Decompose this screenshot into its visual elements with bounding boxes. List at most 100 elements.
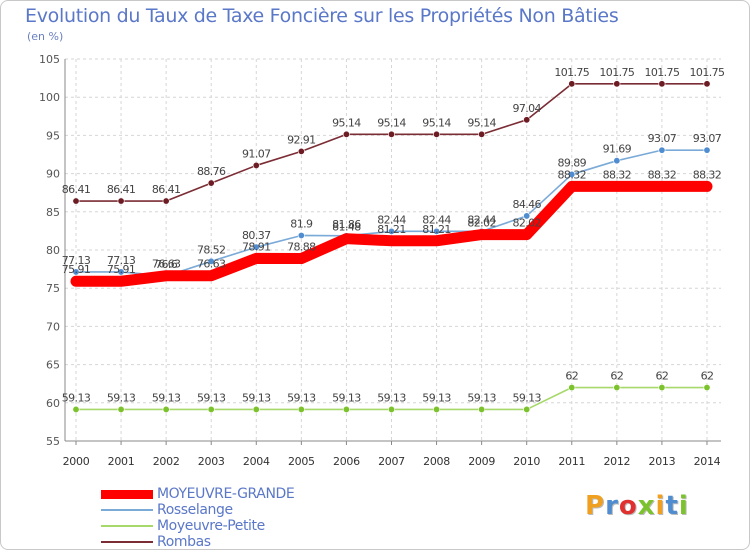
data-label: 95.14: [332, 116, 361, 129]
y-tick-label: 55: [46, 435, 60, 448]
data-label: 59.13: [377, 391, 406, 404]
data-point: [252, 243, 260, 251]
data-label: 101.75: [644, 66, 679, 79]
data-point: [73, 278, 79, 285]
data-label: 95.14: [467, 116, 496, 129]
data-point: [613, 80, 621, 88]
data-label: 75.91: [62, 263, 91, 276]
data-point: [433, 227, 441, 235]
data-label: 78.91: [242, 240, 271, 253]
data-label: 78.88: [287, 241, 316, 254]
data-point: [207, 405, 215, 413]
data-point: [297, 147, 305, 155]
x-tick-label: 2002: [153, 455, 180, 468]
data-point: [162, 197, 170, 205]
y-tick-label: 75: [46, 282, 60, 295]
data-point: [433, 130, 441, 138]
data-label: 82.02: [512, 217, 541, 230]
data-label: 86.41: [152, 183, 181, 196]
proxiti-logo: Proxiti: [585, 491, 689, 521]
data-point: [253, 255, 260, 262]
logo-letter: P: [585, 491, 606, 521]
chart-title: Evolution du Taux de Taxe Foncière sur l…: [25, 5, 619, 27]
data-point: [658, 80, 666, 88]
data-point: [207, 257, 215, 265]
data-point: [72, 268, 80, 276]
data-label: 77.13: [107, 254, 136, 267]
legend-swatch: [101, 525, 153, 527]
data-label: 76.6: [155, 258, 178, 271]
logo-letter: t: [665, 491, 679, 521]
data-label: 76.63: [197, 258, 226, 271]
legend-item: Moyeuvre-Petite: [101, 518, 294, 534]
y-tick-label: 65: [46, 359, 60, 372]
data-point: [388, 237, 395, 244]
data-point: [613, 384, 621, 392]
data-label: 82.44: [467, 213, 496, 226]
data-label: 81.86: [332, 218, 361, 231]
data-label: 95.14: [377, 116, 406, 129]
x-tick-label: 2014: [694, 455, 721, 468]
data-point: [568, 80, 576, 88]
data-label: 59.13: [512, 391, 541, 404]
data-point: [252, 161, 260, 169]
data-label: 59.13: [332, 391, 361, 404]
data-label: 88.32: [603, 168, 632, 181]
data-point: [433, 405, 441, 413]
legend-label: Rombas: [157, 534, 211, 550]
data-label: 81.21: [377, 223, 406, 236]
data-point: [703, 183, 710, 190]
y-tick-label: 85: [46, 206, 60, 219]
data-label: 62: [565, 370, 578, 383]
legend-item: Rosselange: [101, 502, 294, 518]
data-label: 62: [610, 370, 623, 383]
data-label: 62: [656, 370, 669, 383]
data-point: [568, 183, 575, 190]
data-label: 59.13: [107, 391, 136, 404]
data-label: 62: [701, 370, 714, 383]
x-tick-label: 2013: [649, 455, 676, 468]
x-tick-label: 2006: [333, 455, 360, 468]
data-point: [117, 405, 125, 413]
logo-letter: i: [678, 491, 689, 521]
chart-legend: MOYEUVRE-GRANDE Rosselange Moyeuvre-Peti…: [101, 486, 295, 550]
y-tick-label: 90: [46, 168, 60, 181]
data-point: [343, 235, 350, 242]
x-tick-label: 2003: [198, 455, 225, 468]
data-point: [297, 231, 305, 239]
data-point: [207, 179, 215, 187]
x-tick-label: 2000: [63, 455, 90, 468]
data-label: 59.13: [62, 391, 91, 404]
data-label: 86.41: [62, 183, 91, 196]
data-point: [703, 80, 711, 88]
data-label: 93.07: [693, 132, 722, 145]
chart-unit-label: (en %): [27, 30, 64, 43]
data-label: 80.37: [242, 229, 271, 242]
legend-label: Moyeuvre-Petite: [157, 518, 265, 534]
x-tick-label: 2007: [378, 455, 405, 468]
data-point: [478, 130, 486, 138]
data-point: [118, 278, 125, 285]
legend-item: Rombas: [101, 534, 294, 550]
x-tick-label: 2012: [603, 455, 630, 468]
data-label: 82.02: [467, 217, 496, 230]
data-label: 77.13: [62, 254, 91, 267]
y-tick-label: 80: [46, 244, 60, 257]
data-point: [162, 405, 170, 413]
y-tick-label: 100: [39, 91, 60, 104]
data-point: [523, 116, 531, 124]
data-label: 93.07: [648, 132, 677, 145]
legend-swatch: [101, 541, 153, 543]
logo-letter: i: [655, 491, 666, 521]
data-label: 88.32: [558, 168, 587, 181]
data-point: [658, 146, 666, 154]
data-point: [163, 272, 170, 279]
data-point: [387, 227, 395, 235]
legend-swatch: [101, 489, 153, 499]
data-point: [387, 405, 395, 413]
y-tick-label: 60: [46, 397, 60, 410]
data-point: [433, 237, 440, 244]
logo-letter: o: [618, 491, 638, 521]
x-tick-label: 2009: [468, 455, 495, 468]
